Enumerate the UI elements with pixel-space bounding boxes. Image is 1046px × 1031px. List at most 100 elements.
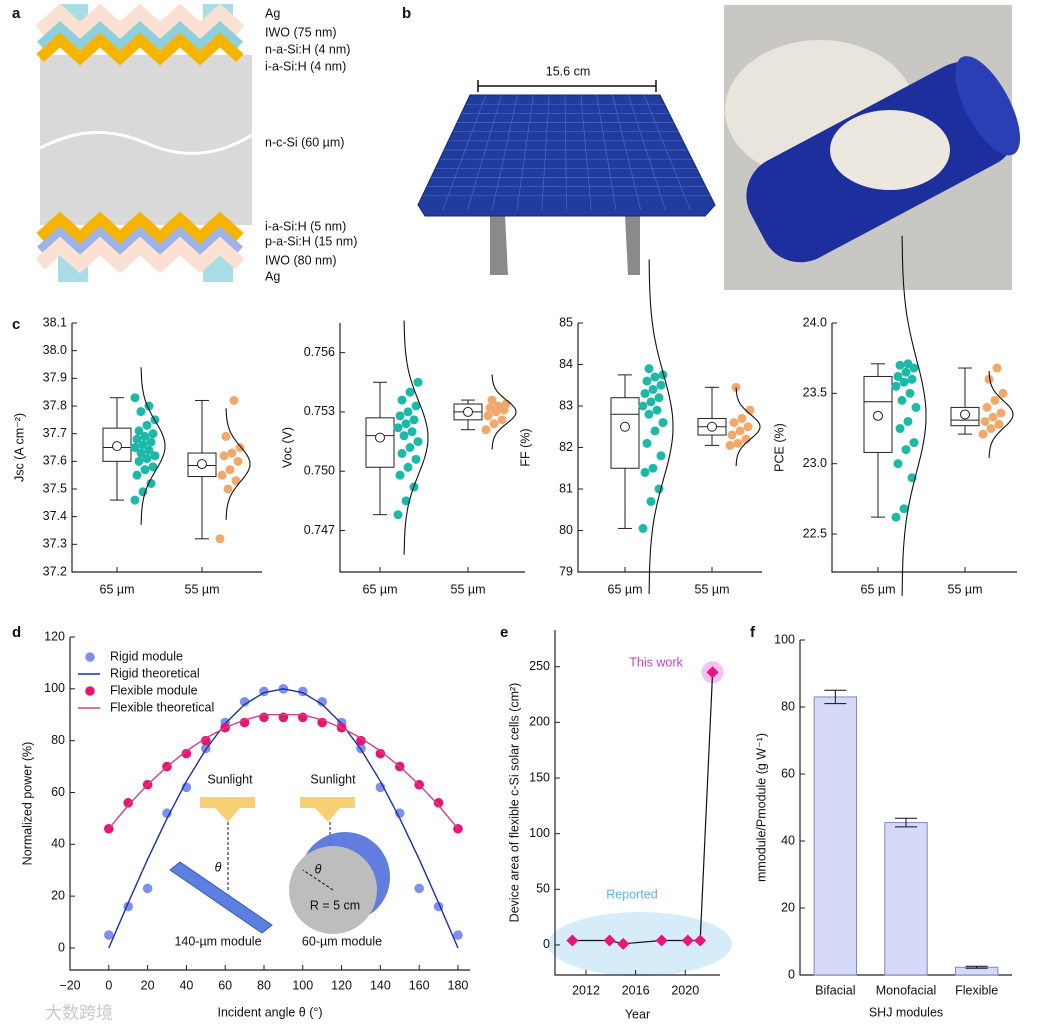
bar bbox=[813, 696, 858, 976]
data-point bbox=[148, 462, 158, 472]
break-line bbox=[39, 130, 253, 155]
y-axis-label: Normalized power (%) bbox=[20, 742, 34, 866]
data-point bbox=[903, 359, 913, 369]
annotation: Sunlight bbox=[207, 772, 253, 786]
theory-line bbox=[108, 714, 459, 830]
x-tick-label: 20 bbox=[141, 978, 155, 992]
layer-label: Ag bbox=[265, 6, 280, 20]
cell-line bbox=[516, 94, 534, 211]
cell-line bbox=[612, 94, 642, 211]
data-point bbox=[146, 437, 156, 447]
axis bbox=[831, 323, 1017, 573]
data-point bbox=[356, 735, 366, 746]
data-point bbox=[901, 367, 911, 377]
y-tick-label: 37.2 bbox=[43, 564, 67, 578]
y-tick-label: 120 bbox=[44, 629, 65, 643]
data-point bbox=[227, 448, 237, 458]
data-point bbox=[706, 666, 719, 679]
data-point bbox=[996, 408, 1006, 418]
stand bbox=[490, 215, 508, 275]
layer bbox=[36, 32, 244, 66]
data-point bbox=[681, 934, 694, 947]
data-point bbox=[162, 808, 172, 819]
data-point bbox=[401, 419, 411, 429]
x-tick-label: 180 bbox=[448, 978, 469, 992]
data-point bbox=[998, 388, 1008, 398]
layer bbox=[35, 236, 245, 274]
data-point bbox=[899, 504, 909, 514]
x-tick-label: 2020 bbox=[671, 983, 699, 997]
annotation: 60-µm module bbox=[302, 934, 382, 948]
distribution-curve bbox=[403, 320, 429, 555]
hand bbox=[830, 110, 950, 190]
data-point bbox=[144, 445, 154, 455]
x-tick-label: 65 µm bbox=[608, 582, 643, 596]
data-point bbox=[652, 405, 662, 415]
legend-label: Flexible module bbox=[110, 683, 198, 697]
data-point bbox=[911, 402, 921, 412]
data-point bbox=[982, 402, 992, 412]
legend-swatch bbox=[85, 686, 95, 696]
data-point bbox=[409, 415, 419, 425]
data-point bbox=[130, 393, 140, 403]
data-point bbox=[640, 389, 650, 399]
annotation: θ bbox=[315, 862, 322, 876]
layer bbox=[36, 20, 244, 52]
data-point bbox=[644, 409, 654, 419]
data-point bbox=[414, 883, 424, 894]
data-point bbox=[132, 470, 142, 480]
data-point bbox=[994, 419, 1004, 429]
data-point bbox=[992, 363, 1002, 373]
data-point bbox=[148, 429, 158, 439]
y-tick-label: 60 bbox=[781, 766, 795, 780]
solar-module bbox=[417, 94, 716, 217]
sun-arrow bbox=[300, 797, 355, 822]
annotation: R = 5 cm bbox=[310, 898, 360, 912]
distribution-curve bbox=[140, 367, 166, 525]
data-point bbox=[656, 451, 666, 461]
data-point bbox=[259, 712, 269, 723]
mean bbox=[375, 432, 385, 443]
y-tick-label: 0 bbox=[58, 940, 65, 954]
data-point bbox=[487, 395, 497, 405]
data-point bbox=[411, 454, 421, 464]
y-tick-label: 84 bbox=[559, 357, 573, 371]
data-point bbox=[735, 426, 745, 436]
panel-label: a bbox=[12, 5, 21, 22]
data-point bbox=[725, 440, 735, 450]
x-tick-label: 60 bbox=[218, 978, 232, 992]
data-point bbox=[603, 934, 616, 947]
axis bbox=[554, 630, 720, 976]
data-point bbox=[737, 413, 747, 423]
data-point bbox=[656, 380, 666, 390]
y-axis-label: Jsc (A cm⁻²) bbox=[12, 413, 26, 482]
data-point bbox=[411, 401, 421, 411]
axis bbox=[71, 323, 262, 573]
data-point bbox=[642, 376, 652, 386]
y-axis-label: FF (%) bbox=[518, 428, 532, 466]
annotation: θ bbox=[215, 860, 222, 874]
data-point bbox=[395, 411, 405, 421]
sun-arrow bbox=[200, 797, 255, 822]
data-point bbox=[493, 401, 503, 411]
data-point bbox=[225, 465, 235, 475]
data-point bbox=[731, 382, 741, 392]
x-tick-label: Flexible bbox=[955, 983, 998, 997]
y-tick-label: 37.7 bbox=[43, 426, 67, 440]
data-point bbox=[642, 438, 652, 448]
y-tick-label: 82 bbox=[559, 440, 573, 454]
y-tick-label: 60 bbox=[51, 785, 65, 799]
y-tick-label: 0.756 bbox=[304, 345, 335, 359]
flat-module bbox=[169, 861, 273, 934]
inset bbox=[169, 797, 390, 934]
y-tick-label: 79 bbox=[559, 564, 573, 578]
data-point bbox=[483, 411, 493, 421]
data-point bbox=[638, 523, 648, 533]
silicon-wafer bbox=[40, 55, 252, 225]
data-point bbox=[727, 430, 737, 440]
data-point bbox=[140, 465, 150, 475]
y-tick-label: 37.8 bbox=[43, 398, 67, 412]
legend-label: Rigid module bbox=[110, 649, 183, 663]
data-point bbox=[729, 418, 739, 428]
